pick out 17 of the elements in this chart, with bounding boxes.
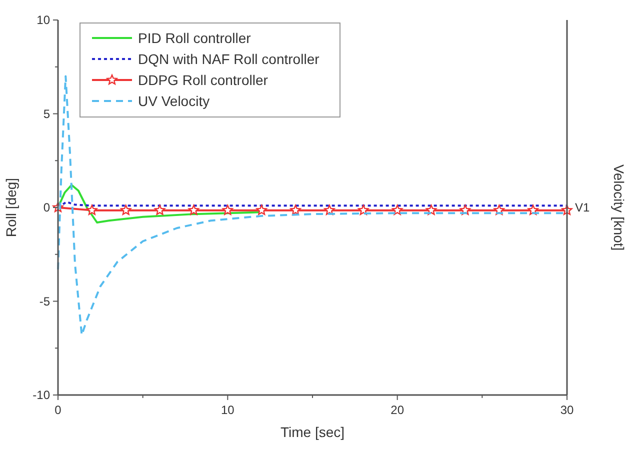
legend-label: UV Velocity — [138, 93, 210, 109]
x-tick-label: 0 — [54, 403, 62, 417]
legend-label: DQN with NAF Roll controller — [138, 51, 320, 67]
annotation: V1 — [575, 200, 590, 214]
x-tick-label: 10 — [220, 403, 235, 417]
y-tick-label: 0 — [43, 200, 50, 214]
y-tick-label: 10 — [36, 13, 50, 27]
x-tick-label: 30 — [560, 403, 574, 417]
y-tick-label: -5 — [39, 294, 50, 308]
y2-axis-title: Velocity [knot] — [611, 164, 627, 251]
x-tick-label: 20 — [390, 403, 404, 417]
y-tick-label: -10 — [32, 388, 50, 402]
legend-label: DDPG Roll controller — [138, 72, 268, 88]
x-axis-title: Time [sec] — [280, 424, 345, 440]
y-tick-label: 5 — [43, 106, 50, 121]
y-axis-title: Roll [deg] — [3, 178, 19, 238]
legend-label: PID Roll controller — [138, 30, 252, 46]
